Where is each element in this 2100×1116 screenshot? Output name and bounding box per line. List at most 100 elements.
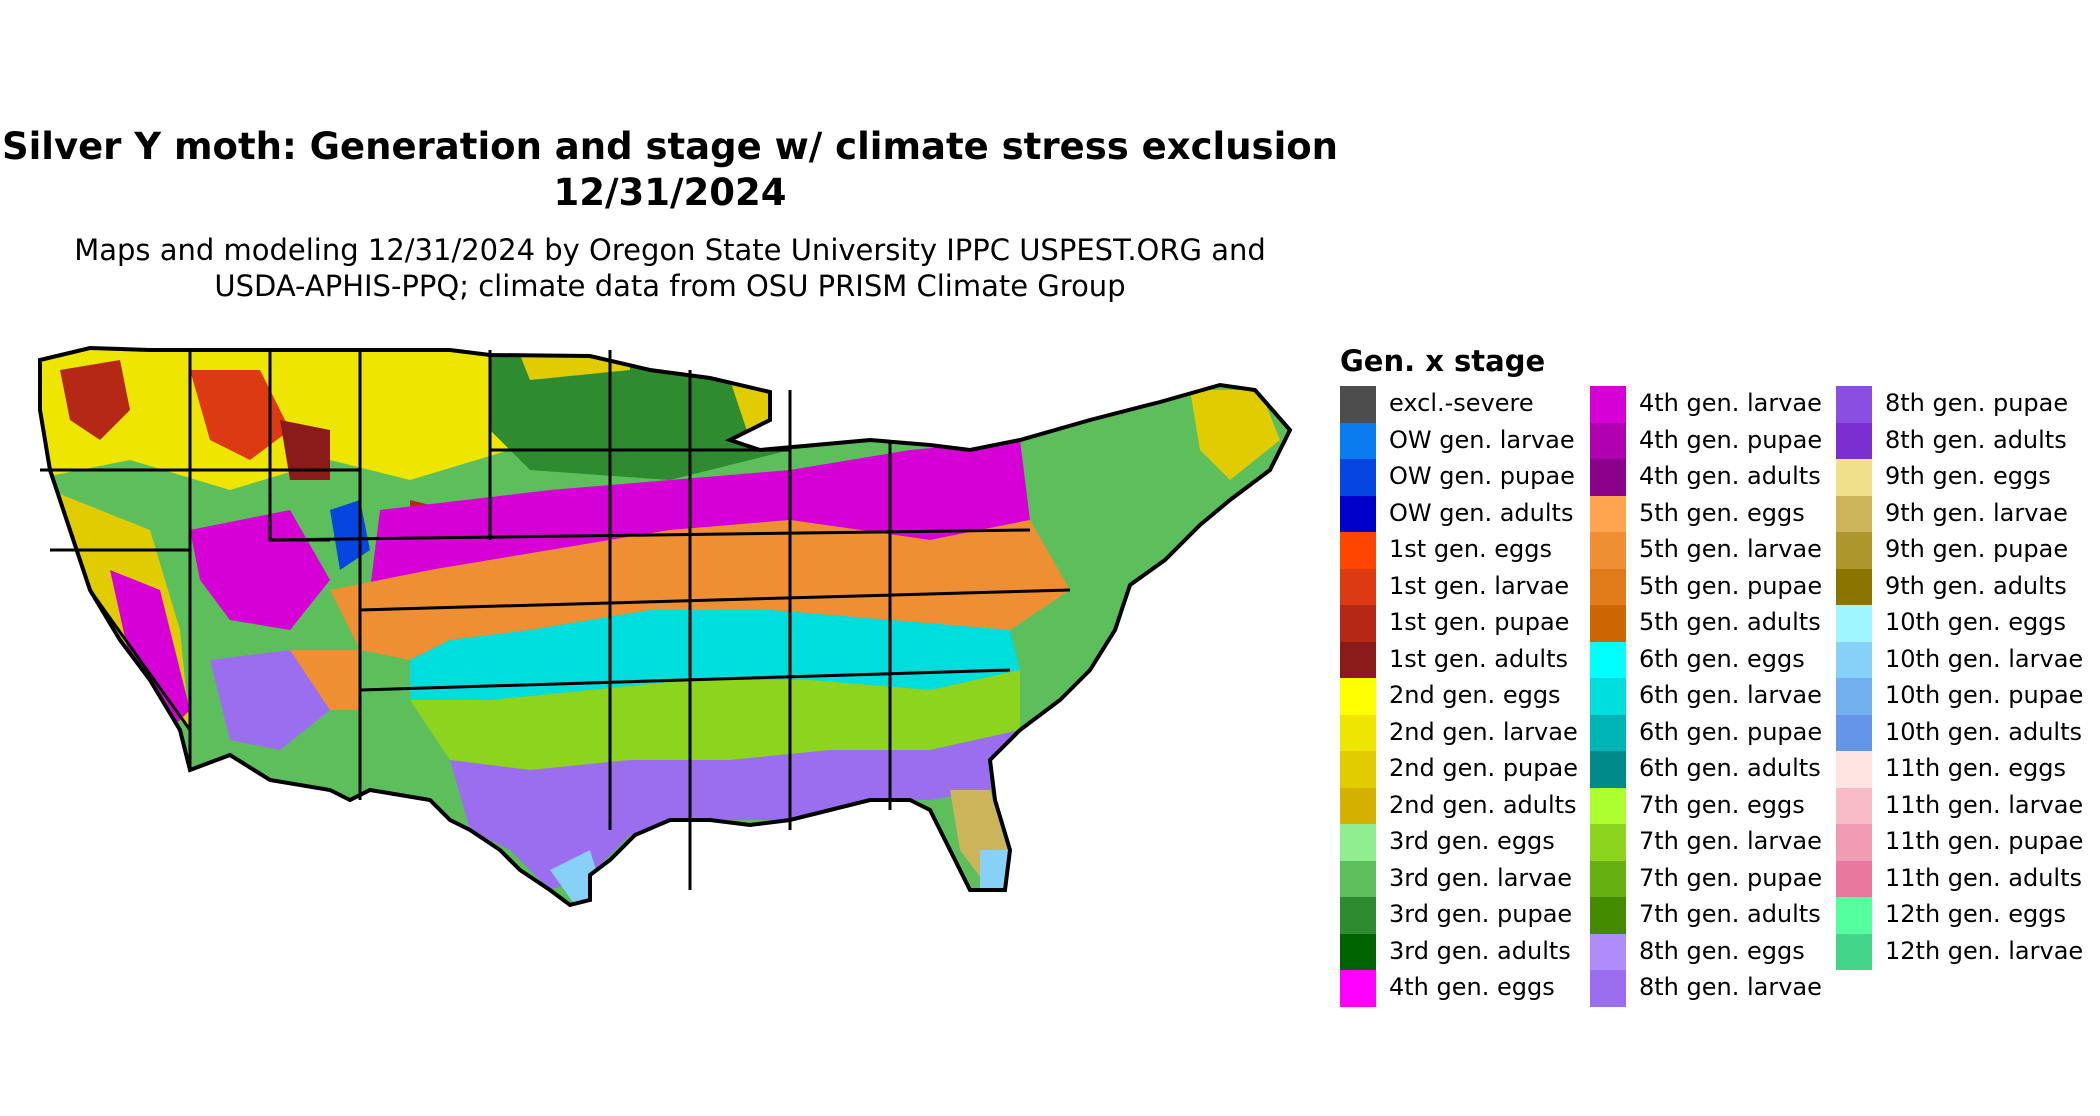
legend-label: 6th gen. eggs [1639, 644, 1805, 673]
map-subtitle-line2: USDA-APHIS-PPQ; climate data from OSU PR… [214, 269, 1126, 303]
legend-swatch [1590, 787, 1626, 824]
legend-label: 4th gen. pupae [1639, 425, 1823, 454]
legend-swatch [1590, 860, 1626, 897]
legend-swatch [1836, 787, 1872, 824]
legend-label: OW gen. adults [1389, 498, 1574, 527]
legend-swatch [1836, 824, 1872, 861]
legend-swatch [1340, 678, 1376, 715]
state-boundaries [40, 350, 1071, 890]
map-title-line2: 12/31/2024 [553, 171, 787, 214]
legend-swatch [1590, 970, 1626, 1007]
legend-label: OW gen. larvae [1389, 425, 1575, 454]
legend-swatch [1836, 641, 1872, 678]
legend-swatch [1340, 860, 1376, 897]
legend-label: 9th gen. adults [1885, 571, 2067, 600]
legend-swatch [1590, 933, 1626, 970]
legend-swatch [1836, 897, 1872, 934]
legend-swatch [1340, 422, 1376, 459]
legend-label: 2nd gen. pupae [1389, 754, 1578, 782]
legend-swatch [1340, 568, 1376, 605]
legend-swatch [1340, 824, 1376, 861]
legend-label: OW gen. pupae [1389, 462, 1575, 490]
legend-label: 9th gen. larvae [1885, 498, 2068, 527]
legend-label: excl.-severe [1389, 389, 1534, 417]
legend-label: 4th gen. larvae [1639, 389, 1822, 417]
legend-swatch [1836, 933, 1872, 970]
legend-label: 3rd gen. larvae [1389, 863, 1572, 892]
legend-label: 4th gen. adults [1639, 462, 1821, 490]
legend-swatch [1340, 751, 1376, 788]
legend-label: 8th gen. larvae [1639, 973, 1822, 1001]
legend-swatch [1340, 641, 1376, 678]
legend-swatch [1836, 568, 1872, 605]
legend-swatch [1590, 678, 1626, 715]
legend-label: 10th gen. pupae [1885, 681, 2084, 709]
legend-swatch [1836, 678, 1872, 715]
legend-swatch [1340, 605, 1376, 642]
legend-swatch [1836, 605, 1872, 642]
legend-swatch [1836, 532, 1872, 569]
legend-label: 6th gen. larvae [1639, 681, 1822, 709]
legend-label: 2nd gen. larvae [1389, 717, 1578, 746]
legend-swatch [1340, 495, 1376, 532]
legend-swatch [1836, 422, 1872, 459]
legend-label: 2nd gen. adults [1389, 790, 1577, 819]
legend-label: 12th gen. larvae [1885, 936, 2084, 965]
legend-swatch [1590, 495, 1626, 532]
legend-label: 5th gen. pupae [1639, 571, 1823, 600]
legend-swatch [1590, 422, 1626, 459]
map-title: Silver Y moth: Generation and stage w/ c… [0, 124, 1340, 216]
legend-label: 1st gen. larvae [1389, 571, 1570, 600]
legend-swatch [1340, 970, 1376, 1007]
legend-swatch [1590, 386, 1626, 423]
legend-swatch [1590, 824, 1626, 861]
legend-swatch [1590, 568, 1626, 605]
legend-label: 6th gen. adults [1639, 754, 1821, 782]
legend-label: 11th gen. pupae [1885, 827, 2084, 855]
legend-label: 5th gen. eggs [1639, 498, 1805, 527]
legend-label: 7th gen. eggs [1639, 790, 1805, 819]
legend-label: 1st gen. eggs [1389, 535, 1553, 563]
map-title-line1: Silver Y moth: Generation and stage w/ c… [1, 125, 1339, 168]
legend-label: 5th gen. adults [1639, 608, 1821, 636]
us-generation-map [38, 346, 1292, 907]
legend-swatch [1836, 495, 1872, 532]
legend-swatch [1340, 787, 1376, 824]
legend-swatch [1836, 860, 1872, 897]
legend-swatch [1836, 386, 1872, 423]
legend-swatch [1590, 605, 1626, 642]
legend-swatch [1590, 532, 1626, 569]
legend-label: 8th gen. eggs [1639, 936, 1805, 965]
legend-label: 11th gen. adults [1885, 863, 2082, 892]
legend-label: 7th gen. larvae [1639, 827, 1822, 855]
legend-swatch [1836, 459, 1872, 496]
legend-label: 10th gen. adults [1885, 717, 2082, 746]
legend-label: 9th gen. eggs [1885, 462, 2051, 490]
map-subtitle: Maps and modeling 12/31/2024 by Oregon S… [0, 232, 1340, 304]
legend-label: 8th gen. pupae [1885, 389, 2069, 417]
legend-swatch [1340, 933, 1376, 970]
legend-swatch [1590, 641, 1626, 678]
legend-label: 3rd gen. adults [1389, 936, 1571, 965]
legend-label: 11th gen. eggs [1885, 754, 2066, 782]
legend-label: 2nd gen. eggs [1389, 681, 1561, 709]
legend-label: 10th gen. eggs [1885, 608, 2066, 636]
legend-title: Gen. x stage [1340, 344, 1546, 378]
legend-swatch [1340, 897, 1376, 934]
legend-swatch [1590, 751, 1626, 788]
legend-swatch [1590, 897, 1626, 934]
legend-swatch [1340, 714, 1376, 751]
legend-label: 1st gen. adults [1389, 644, 1569, 673]
legend-label: 7th gen. adults [1639, 900, 1821, 928]
legend-label: 9th gen. pupae [1885, 535, 2069, 563]
legend-swatch [1590, 459, 1626, 496]
legend-swatch [1836, 714, 1872, 751]
legend-swatch [1340, 532, 1376, 569]
legend-label: 11th gen. larvae [1885, 790, 2084, 819]
legend-label: 3rd gen. eggs [1389, 827, 1555, 855]
legend-swatch [1590, 714, 1626, 751]
legend-label: 7th gen. pupae [1639, 863, 1823, 892]
legend-label: 1st gen. pupae [1389, 608, 1570, 636]
legend-label: 5th gen. larvae [1639, 535, 1822, 563]
legend-label: 6th gen. pupae [1639, 717, 1823, 746]
